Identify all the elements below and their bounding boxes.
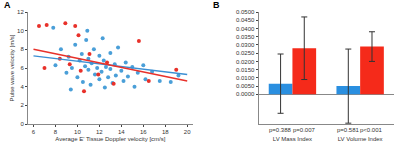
svg-text:14: 14 xyxy=(118,129,125,135)
svg-text:p=0.581: p=0.581 xyxy=(337,127,360,133)
svg-text:p<0.001: p<0.001 xyxy=(360,127,383,133)
svg-text:0.0300: 0.0300 xyxy=(236,42,255,48)
svg-text:0.0500: 0.0500 xyxy=(236,9,255,15)
svg-text:12: 12 xyxy=(96,129,103,135)
svg-text:Pulse wave velocity [m/s]: Pulse wave velocity [m/s] xyxy=(9,34,15,101)
svg-text:10: 10 xyxy=(17,28,24,34)
svg-text:p=0.388: p=0.388 xyxy=(269,127,292,133)
svg-text:0.0350: 0.0350 xyxy=(236,34,255,40)
svg-text:0.0000: 0.0000 xyxy=(236,91,255,97)
svg-text:0.0250: 0.0250 xyxy=(236,50,255,56)
svg-text:0.0450: 0.0450 xyxy=(236,17,255,23)
svg-text:20: 20 xyxy=(184,129,191,135)
svg-text:B: B xyxy=(213,0,220,10)
svg-text:p=0.007: p=0.007 xyxy=(293,127,316,133)
svg-text:6: 6 xyxy=(20,65,24,71)
svg-text:8: 8 xyxy=(20,46,24,52)
svg-text:LV Mass Index: LV Mass Index xyxy=(273,136,312,142)
svg-text:2: 2 xyxy=(20,102,24,108)
svg-text:LV Volume Index: LV Volume Index xyxy=(338,136,383,142)
svg-text:6: 6 xyxy=(32,129,36,135)
svg-text:8: 8 xyxy=(54,129,58,135)
svg-text:A: A xyxy=(4,0,11,10)
svg-text:Average E' Tissue Doppler velo: Average E' Tissue Doppler velocity [cm/s… xyxy=(55,136,165,142)
svg-text:0.0200: 0.0200 xyxy=(236,59,255,65)
svg-text:10: 10 xyxy=(74,129,81,135)
svg-text:0.0150: 0.0150 xyxy=(236,67,255,73)
svg-text:4: 4 xyxy=(20,84,24,90)
svg-text:0.0100: 0.0100 xyxy=(236,75,255,81)
svg-text:16: 16 xyxy=(140,129,147,135)
svg-text:0.0400: 0.0400 xyxy=(236,26,255,32)
svg-text:0: 0 xyxy=(20,121,24,127)
svg-text:12: 12 xyxy=(17,9,24,15)
svg-text:0.0050: 0.0050 xyxy=(236,83,255,89)
svg-text:18: 18 xyxy=(162,129,169,135)
